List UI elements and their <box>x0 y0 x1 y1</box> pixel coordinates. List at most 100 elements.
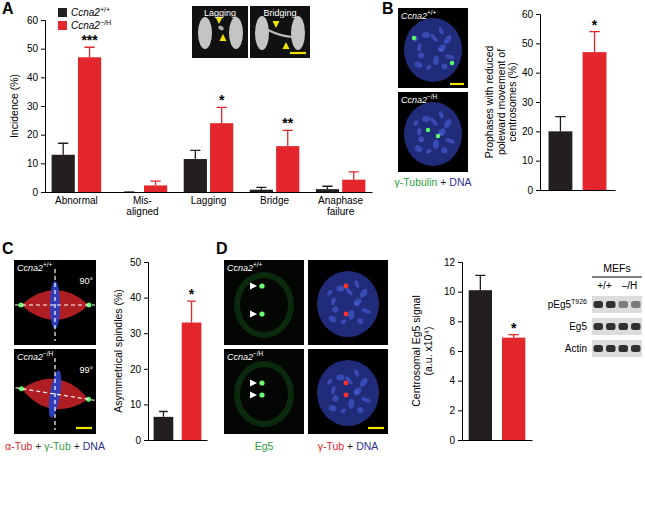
stain <box>361 396 372 403</box>
tick-label: Lagging <box>191 195 227 206</box>
bar <box>144 185 167 192</box>
stain <box>336 285 344 292</box>
tick: 6 <box>449 346 462 357</box>
x-axis <box>149 440 208 442</box>
tick-mark <box>536 102 540 103</box>
tick-mark <box>536 161 540 162</box>
axis-line <box>144 263 149 441</box>
tick-label: 6 <box>449 346 455 357</box>
gene-symbol: Ccna2 <box>227 263 253 273</box>
tick-label: 0 <box>449 435 455 446</box>
tick-mark <box>458 321 462 322</box>
blot-band <box>606 323 616 330</box>
error-bar <box>256 187 266 189</box>
tick-mark <box>41 77 45 78</box>
genotype: +/+ <box>253 261 263 268</box>
micrograph <box>308 260 388 345</box>
stain <box>361 307 372 314</box>
tick-mark <box>144 440 148 441</box>
tick-label: 50 <box>522 38 534 49</box>
bar <box>250 190 273 192</box>
text-line: centrosomes (%) <box>506 62 518 141</box>
significance: * <box>189 286 195 302</box>
text-line: Anaphase <box>318 195 363 206</box>
tick: 0 <box>32 187 45 198</box>
genotype: −/H <box>43 350 54 357</box>
tick-mark <box>41 135 45 136</box>
caption-part: DNA <box>83 440 105 452</box>
tick-label: 30 <box>522 97 534 108</box>
stain <box>404 102 462 166</box>
micrograph <box>14 349 96 434</box>
lane-label: –/H <box>622 280 638 291</box>
image-label: Ccna2−/H <box>17 350 54 362</box>
error-bar <box>190 150 200 159</box>
arrowhead <box>250 311 257 318</box>
stain <box>442 118 453 130</box>
significance: * <box>219 92 225 108</box>
tick-mark <box>458 292 462 293</box>
tick-label: 2 <box>449 405 455 416</box>
caption-part: DNA <box>449 176 471 188</box>
tick-mark <box>41 20 45 21</box>
image-label: 90° <box>79 276 93 286</box>
stain <box>417 127 422 136</box>
genotype: −/H <box>100 18 111 27</box>
blot-strip <box>592 296 642 313</box>
tick: 20 <box>522 126 540 137</box>
genotype: −/H <box>427 93 438 100</box>
error-bar <box>151 181 161 185</box>
error-bar <box>187 301 196 322</box>
stain <box>331 394 339 402</box>
image-label: Bridging <box>263 8 296 18</box>
blot-band <box>594 323 604 330</box>
micrograph <box>224 260 304 345</box>
tick-mark <box>536 190 540 191</box>
caption-part: + <box>437 176 449 188</box>
stain <box>357 317 364 324</box>
panel-letter: B <box>382 0 394 17</box>
tick: 60 <box>27 15 45 26</box>
stain <box>344 375 353 385</box>
tick: 60 <box>522 9 540 20</box>
tick-mark <box>458 351 462 352</box>
y-axis: 024681012 <box>444 257 463 446</box>
tick: Lagging <box>191 192 227 206</box>
stain <box>429 117 438 127</box>
plot-area <box>469 275 526 440</box>
tick-mark <box>144 262 148 263</box>
tick-label: 50 <box>27 43 39 54</box>
text-line: Bridge <box>260 195 289 206</box>
blot-band <box>631 323 641 330</box>
tick-label: 8 <box>449 316 455 327</box>
stain <box>445 53 456 60</box>
bar <box>469 290 492 440</box>
stain <box>229 17 243 49</box>
micrograph-background <box>308 349 388 434</box>
arrowhead <box>273 21 280 28</box>
axis-line <box>46 192 373 193</box>
stain <box>327 378 333 385</box>
tick: 30 <box>130 328 148 339</box>
tick-label: 50 <box>130 257 142 268</box>
tick-label: 20 <box>522 126 534 137</box>
arrowhead <box>250 380 257 387</box>
text-line: aligned <box>126 206 158 217</box>
guide-line <box>54 358 55 430</box>
tick-label: 12 <box>444 257 456 268</box>
caption-part: DNA <box>356 440 378 452</box>
blot-band <box>594 301 604 308</box>
tick-label: 40 <box>522 67 534 78</box>
significance: *** <box>81 32 98 48</box>
stain <box>331 305 339 313</box>
significance: * <box>592 17 598 33</box>
error-bar <box>124 191 134 192</box>
error-bar <box>283 130 293 146</box>
error-bar <box>475 275 485 290</box>
micrograph <box>224 349 304 434</box>
tick-label: 60 <box>522 9 534 20</box>
stain <box>442 34 453 46</box>
micrograph <box>398 92 468 172</box>
stain <box>417 51 425 59</box>
tick-label: 20 <box>27 129 39 140</box>
